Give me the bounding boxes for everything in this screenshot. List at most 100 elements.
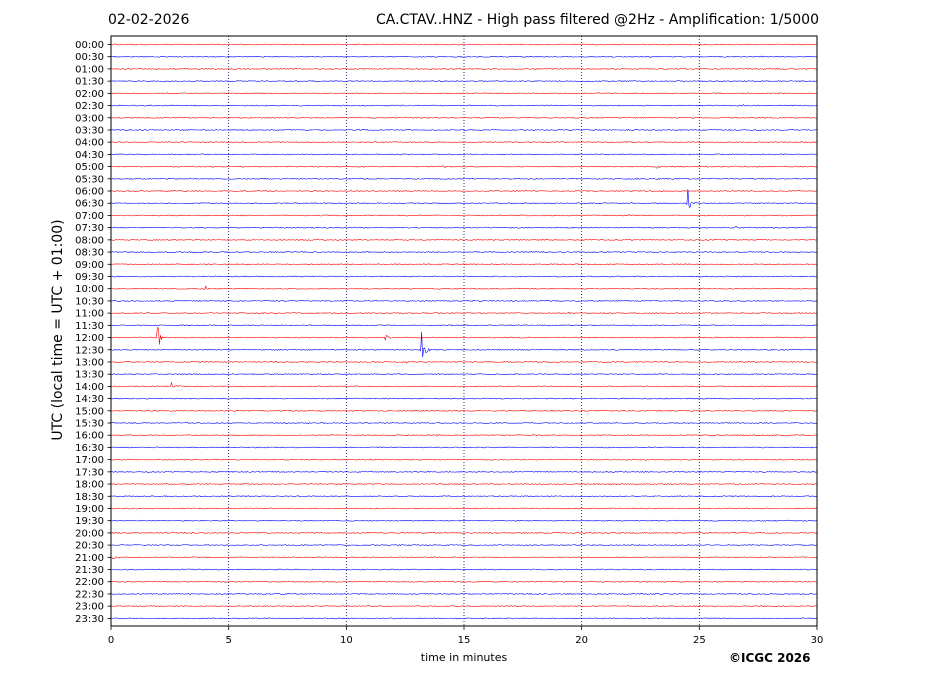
trace-line (110, 495, 818, 498)
trace-line (110, 593, 818, 595)
trace-line (110, 532, 818, 534)
y-tick-label: 00:30 (75, 52, 104, 63)
trace-line (110, 434, 818, 437)
y-tick-label: 19:30 (75, 516, 104, 527)
y-tick-label: 22:00 (75, 577, 104, 588)
trace-line (110, 446, 818, 449)
trace-line (110, 80, 818, 83)
y-tick-label: 05:30 (75, 174, 104, 185)
x-tick-label: 0 (108, 635, 114, 646)
y-tick-label: 11:00 (75, 309, 104, 320)
trace-line (110, 68, 818, 70)
y-tick-label: 16:30 (75, 443, 104, 454)
trace-line (110, 381, 818, 388)
trace-line (110, 238, 818, 241)
trace-line (110, 55, 818, 58)
y-tick-label: 14:30 (75, 394, 104, 405)
y-tick-label: 02:00 (75, 89, 104, 100)
trace-line (110, 92, 818, 95)
x-tick-label: 20 (575, 635, 588, 646)
y-tick-label: 17:30 (75, 467, 104, 478)
trace-line (110, 331, 818, 358)
copyright-notice: ©ICGC 2026 (729, 651, 811, 665)
x-tick-label: 15 (458, 635, 471, 646)
chart-date: 02-02-2026 (108, 12, 190, 28)
y-tick-label: 06:30 (75, 199, 104, 210)
trace-line (110, 422, 818, 424)
y-tick-label: 12:00 (75, 333, 104, 344)
trace-line (110, 483, 818, 485)
trace-line (110, 311, 818, 315)
plot-frame (110, 35, 818, 627)
y-tick-label: 02:30 (75, 101, 104, 112)
y-tick-label: 01:30 (75, 77, 104, 88)
trace-line (110, 373, 818, 376)
trace-line (110, 177, 818, 180)
trace-line (110, 285, 818, 290)
trace-line (110, 190, 818, 192)
trace-line (110, 397, 818, 400)
y-tick-label: 19:00 (75, 504, 104, 515)
trace-line (110, 568, 818, 571)
y-tick-label: 23:00 (75, 602, 104, 613)
trace-line (110, 116, 818, 119)
y-tick-label: 00:00 (75, 40, 104, 51)
trace-line (110, 275, 818, 278)
y-tick-label: 18:30 (75, 492, 104, 503)
y-tick-label: 04:00 (75, 138, 104, 149)
y-tick-label: 18:00 (75, 480, 104, 491)
y-tick-label: 08:30 (75, 248, 104, 259)
y-tick-label: 14:00 (75, 382, 104, 393)
trace-line (110, 519, 818, 522)
y-tick-label: 10:00 (75, 284, 104, 295)
chart-title: CA.CTAV..HNZ - High pass filtered @2Hz -… (376, 12, 819, 28)
y-tick-label: 04:30 (75, 150, 104, 161)
y-tick-label: 13:00 (75, 357, 104, 368)
trace-line (110, 326, 818, 345)
x-axis-label: time in minutes (420, 651, 508, 664)
y-tick-label: 11:30 (75, 321, 104, 332)
trace-line (110, 617, 818, 620)
trace-line (110, 189, 818, 209)
trace-line (110, 324, 818, 327)
x-tick-label: 10 (340, 635, 353, 646)
trace-line (110, 470, 818, 473)
y-tick-label: 16:00 (75, 431, 104, 442)
trace-line (110, 409, 818, 412)
trace-line (110, 458, 818, 461)
trace-line (110, 556, 818, 559)
y-tick-label: 21:30 (75, 565, 104, 576)
trace-line (110, 226, 818, 229)
trace-line (110, 129, 818, 131)
x-tick-label: 25 (693, 635, 706, 646)
trace-line (110, 300, 818, 302)
y-tick-label: 10:30 (75, 296, 104, 307)
trace-line (110, 141, 818, 144)
y-tick-label: 07:00 (75, 211, 104, 222)
trace-line (110, 104, 818, 107)
y-tick-label: 09:30 (75, 272, 104, 283)
y-tick-label: 09:00 (75, 260, 104, 271)
y-tick-label: 17:00 (75, 455, 104, 466)
trace-line (110, 507, 818, 510)
x-tick-label: 5 (225, 635, 231, 646)
x-tick-label: 30 (811, 635, 824, 646)
trace-line (110, 153, 818, 156)
y-tick-label: 23:30 (75, 614, 104, 625)
trace-line (110, 263, 818, 266)
y-tick-label: 01:00 (75, 64, 104, 75)
trace-line (110, 213, 818, 217)
trace-line (110, 360, 818, 364)
trace-line (110, 251, 818, 253)
trace-line (110, 580, 818, 583)
trace-line (110, 544, 818, 546)
y-tick-label: 07:30 (75, 223, 104, 234)
y-tick-label: 20:00 (75, 528, 104, 539)
y-tick-label: 22:30 (75, 589, 104, 600)
y-tick-label: 06:00 (75, 187, 104, 198)
y-tick-label: 15:00 (75, 406, 104, 417)
y-tick-label: 20:30 (75, 541, 104, 552)
y-tick-label: 03:00 (75, 113, 104, 124)
y-tick-label: 13:30 (75, 370, 104, 381)
